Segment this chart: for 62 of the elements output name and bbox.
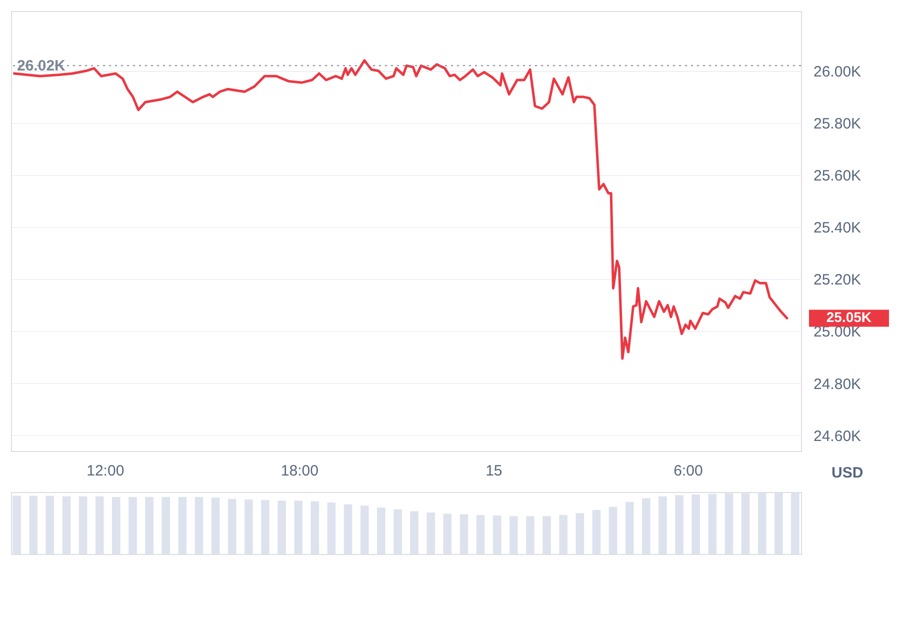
- y-tick-label: 25.40K: [814, 220, 862, 237]
- bar: [791, 492, 800, 554]
- y-tick-label: 24.80K: [814, 376, 862, 393]
- bar: [29, 496, 38, 554]
- bar: [344, 504, 352, 554]
- bar: [162, 496, 170, 554]
- bar: [692, 494, 700, 554]
- bar: [360, 506, 369, 554]
- bar: [78, 496, 88, 554]
- bar: [327, 502, 336, 554]
- bar: [211, 498, 220, 554]
- bar: [608, 506, 618, 554]
- y-tick-label: 26.00K: [814, 63, 862, 80]
- bar: [460, 514, 468, 554]
- bar: [228, 498, 236, 554]
- bar: [145, 496, 154, 554]
- y-tick-label: 25.20K: [814, 272, 862, 289]
- bar: [377, 508, 386, 554]
- x-tick-label: 12:00: [86, 462, 124, 480]
- bar: [758, 492, 766, 554]
- bar: [62, 496, 71, 554]
- bar: [559, 514, 568, 554]
- y-axis-title: USD: [832, 464, 864, 482]
- bar: [128, 496, 137, 554]
- bar: [576, 513, 584, 554]
- y-tick-label: 25.80K: [814, 115, 862, 132]
- bar: [492, 516, 502, 554]
- bar: [625, 502, 634, 554]
- bar: [724, 493, 734, 554]
- bar: [675, 495, 684, 554]
- bar: [708, 494, 717, 554]
- bar: [526, 516, 534, 554]
- bar: [443, 514, 452, 554]
- bar: [642, 498, 650, 554]
- bar: [592, 510, 601, 554]
- bar: [261, 500, 270, 554]
- bar: [112, 496, 120, 554]
- bar: [542, 516, 551, 554]
- ref-line-label: 26.02K: [17, 58, 66, 75]
- bar: [278, 500, 286, 554]
- y-tick-label: 25.60K: [814, 168, 862, 185]
- bar: [410, 511, 418, 554]
- x-tick-label: 18:00: [280, 462, 318, 480]
- bar: [510, 516, 518, 554]
- annotation: 25.05K: [826, 309, 872, 326]
- bar: [294, 500, 302, 554]
- bar: [658, 496, 667, 554]
- bar: [178, 496, 187, 554]
- bar: [46, 496, 54, 554]
- bar: [12, 496, 21, 554]
- bar: [774, 492, 783, 554]
- bar: [394, 509, 402, 554]
- bar: [194, 496, 204, 554]
- bar: [244, 499, 253, 554]
- bar: [476, 514, 485, 554]
- bar: [95, 496, 104, 554]
- bar: [426, 512, 435, 554]
- bar: [741, 493, 750, 554]
- x-tick-label: 15: [486, 462, 502, 480]
- bar: [310, 501, 320, 554]
- y-tick-label: 24.60K: [814, 428, 862, 445]
- x-tick-label: 6:00: [674, 462, 703, 480]
